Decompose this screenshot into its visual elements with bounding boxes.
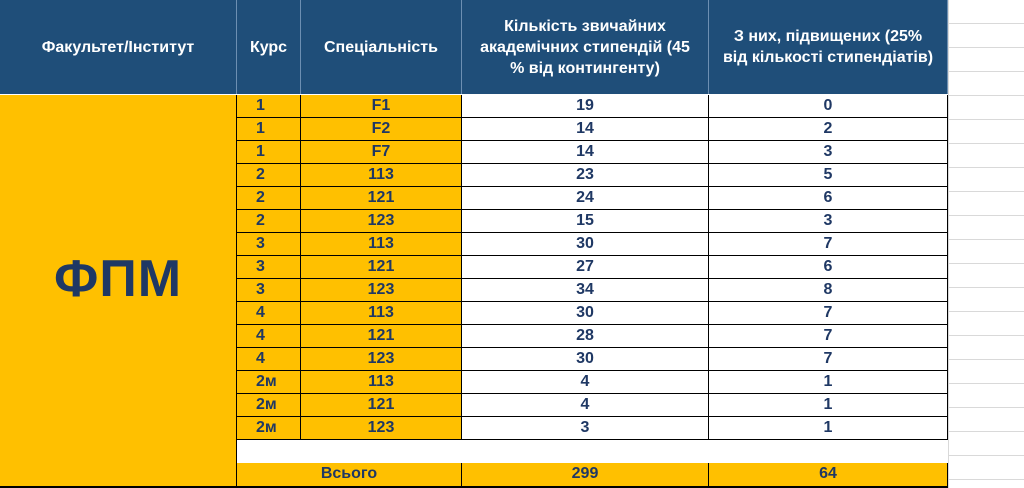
specialty-cell: 121 <box>301 325 462 348</box>
empty-sheet-grid <box>948 0 1024 488</box>
increased-count-cell: 3 <box>709 141 948 164</box>
total-increased: 64 <box>709 463 948 486</box>
increased-count-cell: 7 <box>709 233 948 256</box>
specialty-cell: 123 <box>301 417 462 440</box>
increased-count-cell: 7 <box>709 302 948 325</box>
specialty-cell: F2 <box>301 118 462 141</box>
table-row: 3 113 30 7 <box>0 233 1024 256</box>
course-cell: 2 <box>237 164 301 187</box>
header-increased-scholarships: З них, підвищених (25% від кількості сти… <box>709 0 948 94</box>
table-row: 2м 123 3 1 <box>0 417 1024 440</box>
specialty-cell: 123 <box>301 279 462 302</box>
regular-count-cell: 24 <box>462 187 709 210</box>
course-cell: 3 <box>237 233 301 256</box>
table-bottom-border <box>0 486 948 488</box>
table-row: 1 F1 19 0 <box>0 95 1024 118</box>
course-cell: 3 <box>237 279 301 302</box>
faculty-name-cell: ФПМ <box>0 95 237 463</box>
course-cell: 3 <box>237 256 301 279</box>
regular-count-cell: 27 <box>462 256 709 279</box>
increased-count-cell: 7 <box>709 348 948 371</box>
course-cell: 4 <box>237 302 301 325</box>
course-cell: 2 <box>237 187 301 210</box>
total-empty-cell <box>0 463 237 486</box>
specialty-cell: 113 <box>301 371 462 394</box>
table-row: 1 F7 14 3 <box>0 141 1024 164</box>
course-cell: 1 <box>237 95 301 118</box>
increased-count-cell: 6 <box>709 187 948 210</box>
total-row: Всього 299 64 <box>0 463 1024 486</box>
table-row: 3 121 27 6 <box>0 256 1024 279</box>
regular-count-cell: 23 <box>462 164 709 187</box>
regular-count-cell: 14 <box>462 118 709 141</box>
table-row: 2 113 23 5 <box>0 164 1024 187</box>
course-cell: 2 <box>237 210 301 233</box>
header-faculty: Факультет/Інститут <box>0 0 237 94</box>
table-row: 2м 121 4 1 <box>0 394 1024 417</box>
specialty-cell: F1 <box>301 95 462 118</box>
specialty-cell: 113 <box>301 302 462 325</box>
table-row: 2 121 24 6 <box>0 187 1024 210</box>
increased-count-cell: 1 <box>709 371 948 394</box>
regular-count-cell: 4 <box>462 394 709 417</box>
total-label: Всього <box>237 463 462 486</box>
course-cell: 1 <box>237 118 301 141</box>
course-cell: 2м <box>237 394 301 417</box>
regular-count-cell: 3 <box>462 417 709 440</box>
increased-count-cell: 7 <box>709 325 948 348</box>
header-course: Курс <box>237 0 301 94</box>
specialty-cell: F7 <box>301 141 462 164</box>
regular-count-cell: 30 <box>462 348 709 371</box>
specialty-cell: 123 <box>301 348 462 371</box>
course-cell: 4 <box>237 348 301 371</box>
specialty-cell: 121 <box>301 187 462 210</box>
specialty-cell: 113 <box>301 233 462 256</box>
header-specialty: Спеціальність <box>301 0 462 94</box>
increased-count-cell: 2 <box>709 118 948 141</box>
increased-count-cell: 5 <box>709 164 948 187</box>
table-row: 2м 113 4 1 <box>0 371 1024 394</box>
regular-count-cell: 34 <box>462 279 709 302</box>
increased-count-cell: 1 <box>709 417 948 440</box>
table-row: 2 123 15 3 <box>0 210 1024 233</box>
increased-count-cell: 1 <box>709 394 948 417</box>
regular-count-cell: 4 <box>462 371 709 394</box>
regular-count-cell: 14 <box>462 141 709 164</box>
course-cell: 2м <box>237 371 301 394</box>
specialty-cell: 121 <box>301 256 462 279</box>
regular-count-cell: 28 <box>462 325 709 348</box>
increased-count-cell: 6 <box>709 256 948 279</box>
regular-count-cell: 30 <box>462 233 709 256</box>
header-regular-scholarships: Кількість звичайних академічних стипенді… <box>462 0 709 94</box>
table-row: 4 113 30 7 <box>0 302 1024 325</box>
course-cell: 1 <box>237 141 301 164</box>
table-row: 4 121 28 7 <box>0 325 1024 348</box>
course-cell: 2м <box>237 417 301 440</box>
regular-count-cell: 15 <box>462 210 709 233</box>
specialty-cell: 123 <box>301 210 462 233</box>
increased-count-cell: 0 <box>709 95 948 118</box>
regular-count-cell: 30 <box>462 302 709 325</box>
total-regular: 299 <box>462 463 709 486</box>
specialty-cell: 121 <box>301 394 462 417</box>
specialty-cell: 113 <box>301 164 462 187</box>
regular-count-cell: 19 <box>462 95 709 118</box>
course-cell: 4 <box>237 325 301 348</box>
increased-count-cell: 8 <box>709 279 948 302</box>
table-row: 4 123 30 7 <box>0 348 1024 371</box>
table-row: 3 123 34 8 <box>0 279 1024 302</box>
table-row: 1 F2 14 2 <box>0 118 1024 141</box>
increased-count-cell: 3 <box>709 210 948 233</box>
